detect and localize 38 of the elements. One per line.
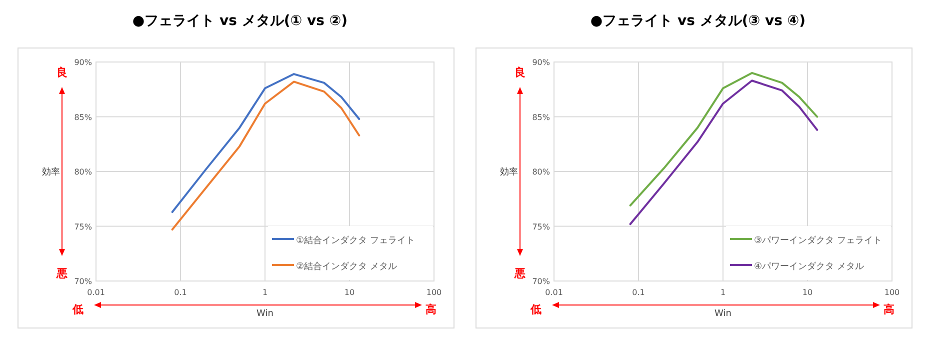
legend-label: ③パワーインダクタ フェライト (754, 235, 882, 246)
y-axis-title: 効率 (500, 166, 518, 178)
y-tick-label: 80% (74, 168, 92, 176)
legend-label: ①結合インダクタ フェライト (296, 235, 415, 246)
y-tick-label: 80% (532, 168, 550, 176)
y-tick-label: 85% (532, 112, 550, 122)
chart-title: ●フェライト vs メタル(③ vs ④) (590, 13, 806, 29)
x-tick-label: 10 (802, 288, 813, 297)
x-axis-title: Win (256, 309, 274, 319)
y-tick-label: 75% (74, 222, 92, 232)
chart-title: ●フェライト vs メタル(① vs ②) (132, 13, 348, 29)
text: 悪 (56, 267, 68, 280)
text: 良 (514, 66, 526, 79)
legend-label: ④パワーインダクタ メタル (754, 261, 864, 272)
x-tick-label: 1 (720, 288, 726, 297)
x-tick-label: 1 (262, 288, 268, 297)
x-tick-label: 0.01 (545, 288, 563, 297)
text: 低 (530, 303, 542, 316)
x-tick-label: 10 (344, 288, 355, 297)
y-tick-label: 85% (74, 112, 92, 122)
x-tick-label: 100 (426, 288, 442, 297)
y-axis-title: 効率 (42, 166, 60, 178)
y-tick-label: 70% (532, 277, 550, 286)
y-tick-label: 75% (532, 222, 550, 232)
text: 良 (56, 66, 68, 79)
y-tick-label: 90% (532, 58, 550, 67)
x-tick-label: 0.1 (174, 288, 187, 297)
text: 悪 (514, 267, 526, 280)
x-tick-label: 0.1 (632, 288, 645, 297)
text: 低 (72, 303, 84, 316)
y-tick-label: 90% (74, 58, 92, 67)
legend-label: ②結合インダクタ メタル (296, 261, 397, 272)
x-tick-label: 100 (884, 288, 900, 297)
x-axis-title: Win (714, 309, 732, 319)
x-tick-label: 0.01 (87, 288, 105, 297)
text: 高 (426, 303, 436, 316)
text: 高 (884, 303, 894, 316)
y-tick-label: 70% (74, 277, 92, 286)
